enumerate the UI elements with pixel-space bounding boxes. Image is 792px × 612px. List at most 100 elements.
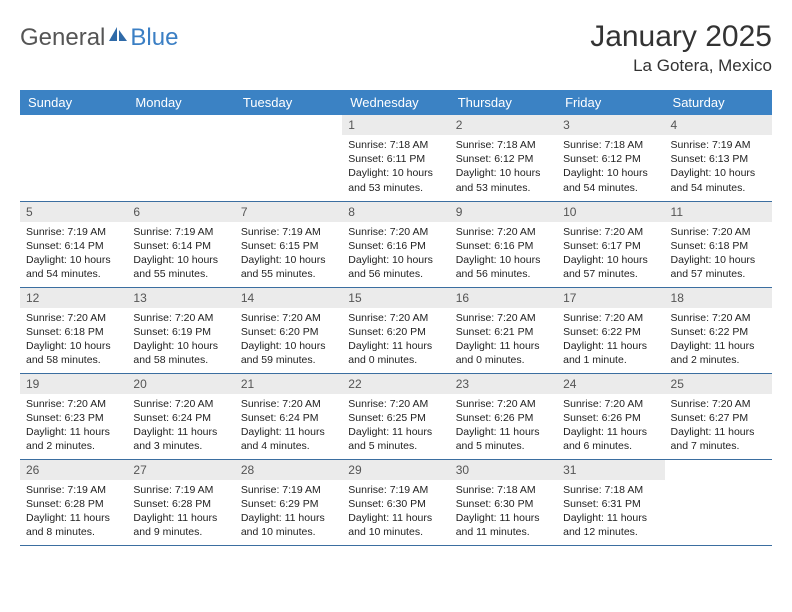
calendar-day-cell: 12Sunrise: 7:20 AMSunset: 6:18 PMDayligh… xyxy=(20,287,127,373)
day-number: 13 xyxy=(127,288,234,308)
day-details: Sunrise: 7:20 AMSunset: 6:18 PMDaylight:… xyxy=(20,308,127,372)
day-details: Sunrise: 7:18 AMSunset: 6:30 PMDaylight:… xyxy=(450,480,557,544)
day-number: 16 xyxy=(450,288,557,308)
day-header: Sunday xyxy=(20,90,127,115)
calendar-day-cell: 23Sunrise: 7:20 AMSunset: 6:26 PMDayligh… xyxy=(450,373,557,459)
calendar-day-cell: 20Sunrise: 7:20 AMSunset: 6:24 PMDayligh… xyxy=(127,373,234,459)
day-details: Sunrise: 7:20 AMSunset: 6:21 PMDaylight:… xyxy=(450,308,557,372)
day-details: Sunrise: 7:20 AMSunset: 6:16 PMDaylight:… xyxy=(450,222,557,286)
logo-text-general: General xyxy=(20,24,105,52)
day-header: Wednesday xyxy=(342,90,449,115)
day-number: 30 xyxy=(450,460,557,480)
day-header: Monday xyxy=(127,90,234,115)
day-number: 10 xyxy=(557,202,664,222)
calendar-day-cell: 17Sunrise: 7:20 AMSunset: 6:22 PMDayligh… xyxy=(557,287,664,373)
day-details: Sunrise: 7:19 AMSunset: 6:28 PMDaylight:… xyxy=(20,480,127,544)
month-title: January 2025 xyxy=(590,20,772,54)
calendar-day-cell: 15Sunrise: 7:20 AMSunset: 6:20 PMDayligh… xyxy=(342,287,449,373)
calendar-day-cell xyxy=(127,115,234,201)
calendar-day-cell: 5Sunrise: 7:19 AMSunset: 6:14 PMDaylight… xyxy=(20,201,127,287)
calendar-day-cell: 16Sunrise: 7:20 AMSunset: 6:21 PMDayligh… xyxy=(450,287,557,373)
day-number: 28 xyxy=(235,460,342,480)
day-details: Sunrise: 7:20 AMSunset: 6:22 PMDaylight:… xyxy=(557,308,664,372)
day-header-row: Sunday Monday Tuesday Wednesday Thursday… xyxy=(20,90,772,115)
day-details: Sunrise: 7:20 AMSunset: 6:27 PMDaylight:… xyxy=(665,394,772,458)
day-header: Tuesday xyxy=(235,90,342,115)
page-header: General Blue January 2025 La Gotera, Mex… xyxy=(20,20,772,76)
day-details: Sunrise: 7:20 AMSunset: 6:26 PMDaylight:… xyxy=(450,394,557,458)
day-details: Sunrise: 7:20 AMSunset: 6:20 PMDaylight:… xyxy=(342,308,449,372)
calendar-day-cell: 11Sunrise: 7:20 AMSunset: 6:18 PMDayligh… xyxy=(665,201,772,287)
day-details: Sunrise: 7:20 AMSunset: 6:20 PMDaylight:… xyxy=(235,308,342,372)
day-number: 29 xyxy=(342,460,449,480)
day-number: 26 xyxy=(20,460,127,480)
day-details: Sunrise: 7:19 AMSunset: 6:30 PMDaylight:… xyxy=(342,480,449,544)
calendar-day-cell xyxy=(665,459,772,545)
day-number: 31 xyxy=(557,460,664,480)
calendar-week-row: 26Sunrise: 7:19 AMSunset: 6:28 PMDayligh… xyxy=(20,459,772,545)
day-details: Sunrise: 7:19 AMSunset: 6:15 PMDaylight:… xyxy=(235,222,342,286)
calendar-day-cell: 28Sunrise: 7:19 AMSunset: 6:29 PMDayligh… xyxy=(235,459,342,545)
day-number: 25 xyxy=(665,374,772,394)
day-details: Sunrise: 7:19 AMSunset: 6:28 PMDaylight:… xyxy=(127,480,234,544)
calendar-week-row: 19Sunrise: 7:20 AMSunset: 6:23 PMDayligh… xyxy=(20,373,772,459)
day-number: 3 xyxy=(557,115,664,135)
day-details: Sunrise: 7:20 AMSunset: 6:22 PMDaylight:… xyxy=(665,308,772,372)
logo: General Blue xyxy=(20,24,178,52)
calendar-week-row: 12Sunrise: 7:20 AMSunset: 6:18 PMDayligh… xyxy=(20,287,772,373)
calendar-day-cell: 2Sunrise: 7:18 AMSunset: 6:12 PMDaylight… xyxy=(450,115,557,201)
day-header: Friday xyxy=(557,90,664,115)
day-details: Sunrise: 7:20 AMSunset: 6:16 PMDaylight:… xyxy=(342,222,449,286)
day-number: 19 xyxy=(20,374,127,394)
day-number: 27 xyxy=(127,460,234,480)
day-details: Sunrise: 7:20 AMSunset: 6:19 PMDaylight:… xyxy=(127,308,234,372)
calendar-day-cell: 31Sunrise: 7:18 AMSunset: 6:31 PMDayligh… xyxy=(557,459,664,545)
calendar-day-cell: 6Sunrise: 7:19 AMSunset: 6:14 PMDaylight… xyxy=(127,201,234,287)
day-details: Sunrise: 7:19 AMSunset: 6:14 PMDaylight:… xyxy=(127,222,234,286)
day-number: 18 xyxy=(665,288,772,308)
calendar-day-cell: 13Sunrise: 7:20 AMSunset: 6:19 PMDayligh… xyxy=(127,287,234,373)
day-details: Sunrise: 7:20 AMSunset: 6:17 PMDaylight:… xyxy=(557,222,664,286)
day-details: Sunrise: 7:20 AMSunset: 6:24 PMDaylight:… xyxy=(235,394,342,458)
day-details: Sunrise: 7:18 AMSunset: 6:12 PMDaylight:… xyxy=(557,135,664,199)
calendar-day-cell xyxy=(20,115,127,201)
day-number: 14 xyxy=(235,288,342,308)
calendar-day-cell: 7Sunrise: 7:19 AMSunset: 6:15 PMDaylight… xyxy=(235,201,342,287)
day-details: Sunrise: 7:18 AMSunset: 6:12 PMDaylight:… xyxy=(450,135,557,199)
day-number: 22 xyxy=(342,374,449,394)
sail-icon xyxy=(108,25,128,43)
day-details: Sunrise: 7:20 AMSunset: 6:18 PMDaylight:… xyxy=(665,222,772,286)
calendar-day-cell: 24Sunrise: 7:20 AMSunset: 6:26 PMDayligh… xyxy=(557,373,664,459)
day-details: Sunrise: 7:20 AMSunset: 6:24 PMDaylight:… xyxy=(127,394,234,458)
day-number: 1 xyxy=(342,115,449,135)
calendar-day-cell: 19Sunrise: 7:20 AMSunset: 6:23 PMDayligh… xyxy=(20,373,127,459)
day-number: 2 xyxy=(450,115,557,135)
calendar-day-cell: 10Sunrise: 7:20 AMSunset: 6:17 PMDayligh… xyxy=(557,201,664,287)
day-number: 6 xyxy=(127,202,234,222)
calendar-day-cell: 30Sunrise: 7:18 AMSunset: 6:30 PMDayligh… xyxy=(450,459,557,545)
day-details: Sunrise: 7:19 AMSunset: 6:14 PMDaylight:… xyxy=(20,222,127,286)
calendar-day-cell: 14Sunrise: 7:20 AMSunset: 6:20 PMDayligh… xyxy=(235,287,342,373)
day-number: 21 xyxy=(235,374,342,394)
calendar-day-cell: 18Sunrise: 7:20 AMSunset: 6:22 PMDayligh… xyxy=(665,287,772,373)
title-block: January 2025 La Gotera, Mexico xyxy=(590,20,772,76)
day-details: Sunrise: 7:20 AMSunset: 6:25 PMDaylight:… xyxy=(342,394,449,458)
location-text: La Gotera, Mexico xyxy=(590,56,772,76)
calendar-day-cell: 27Sunrise: 7:19 AMSunset: 6:28 PMDayligh… xyxy=(127,459,234,545)
day-number: 8 xyxy=(342,202,449,222)
calendar-page: General Blue January 2025 La Gotera, Mex… xyxy=(0,0,792,556)
day-header: Thursday xyxy=(450,90,557,115)
day-details: Sunrise: 7:18 AMSunset: 6:31 PMDaylight:… xyxy=(557,480,664,544)
day-number: 24 xyxy=(557,374,664,394)
calendar-day-cell xyxy=(235,115,342,201)
calendar-day-cell: 3Sunrise: 7:18 AMSunset: 6:12 PMDaylight… xyxy=(557,115,664,201)
calendar-day-cell: 21Sunrise: 7:20 AMSunset: 6:24 PMDayligh… xyxy=(235,373,342,459)
calendar-day-cell: 25Sunrise: 7:20 AMSunset: 6:27 PMDayligh… xyxy=(665,373,772,459)
day-details: Sunrise: 7:20 AMSunset: 6:23 PMDaylight:… xyxy=(20,394,127,458)
day-number: 7 xyxy=(235,202,342,222)
logo-text-blue: Blue xyxy=(130,24,178,52)
day-number: 23 xyxy=(450,374,557,394)
day-number: 9 xyxy=(450,202,557,222)
day-details: Sunrise: 7:19 AMSunset: 6:13 PMDaylight:… xyxy=(665,135,772,199)
day-number: 11 xyxy=(665,202,772,222)
